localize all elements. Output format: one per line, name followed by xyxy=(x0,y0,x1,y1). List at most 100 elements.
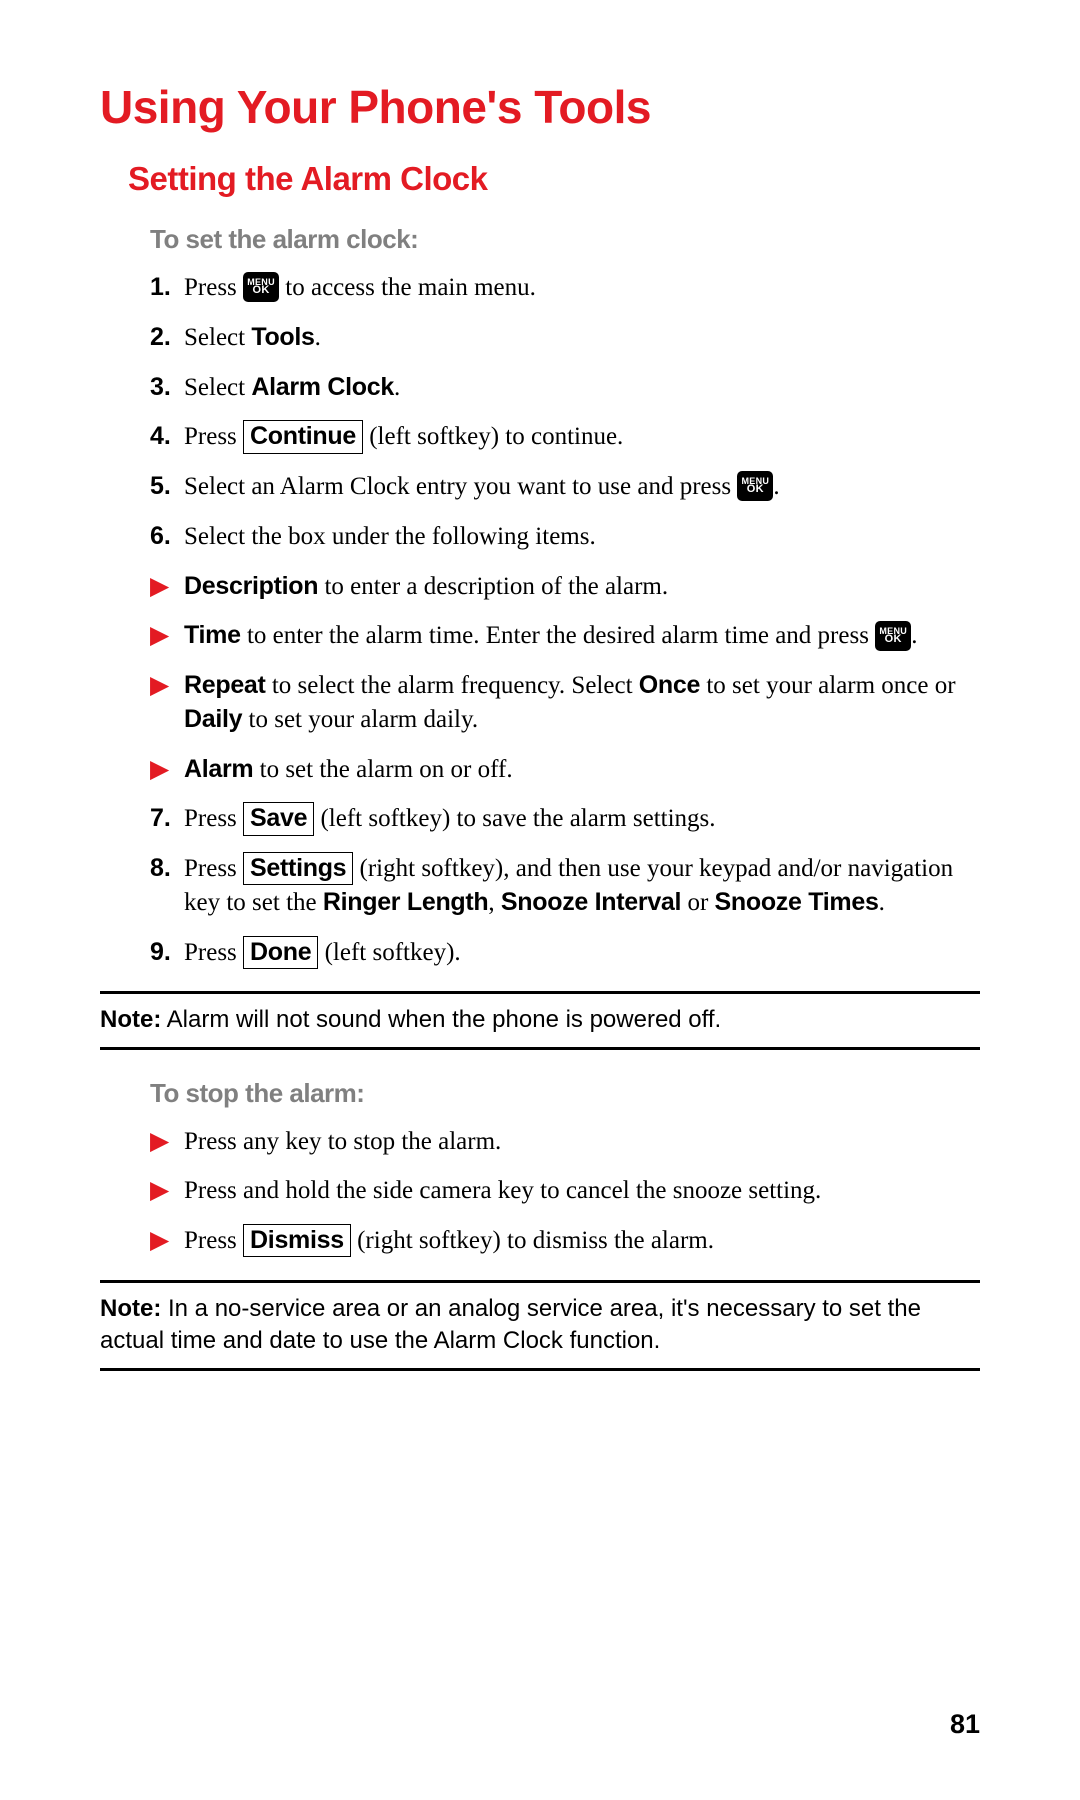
step-number: 2. xyxy=(150,321,184,355)
triangle-bullet-icon: ▶ xyxy=(150,1224,184,1258)
softkey-settings: Settings xyxy=(243,852,353,885)
text-fragment: Select xyxy=(184,324,251,351)
text-fragment: Press xyxy=(184,939,243,966)
step-2: 2. Select Tools. xyxy=(150,321,980,355)
note-no-service: Note: In a no-service area or an analog … xyxy=(100,1280,980,1371)
triangle-bullet-icon: ▶ xyxy=(150,570,184,604)
triangle-bullet-icon: ▶ xyxy=(150,753,184,787)
bold-term: Time xyxy=(184,621,241,649)
step-text: Select the box under the following items… xyxy=(184,520,596,554)
step-number: 5. xyxy=(150,470,184,504)
text-fragment: (left softkey) to save the alarm setting… xyxy=(314,805,715,832)
triangle-bullet-icon: ▶ xyxy=(150,1174,184,1208)
step-7: 7. Press Save (left softkey) to save the… xyxy=(150,802,980,836)
text-fragment: Press xyxy=(184,274,243,301)
menu-ok-key-icon: MENUOK xyxy=(243,272,279,302)
step-text: Press Continue (left softkey) to continu… xyxy=(184,420,623,454)
bullet-text: Alarm to set the alarm on or off. xyxy=(184,753,513,787)
softkey-continue: Continue xyxy=(243,420,363,453)
note-label: Note: xyxy=(100,1006,161,1033)
subheading-set-alarm: To set the alarm clock: xyxy=(150,224,980,255)
text-fragment: Press xyxy=(184,805,243,832)
step-number: 3. xyxy=(150,371,184,405)
text-fragment: to set your alarm once or xyxy=(700,672,955,699)
page-number: 81 xyxy=(950,1709,980,1740)
note-label: Note: xyxy=(100,1295,161,1322)
step-text: Press Done (left softkey). xyxy=(184,936,461,970)
bold-term: Repeat xyxy=(184,671,266,699)
text-fragment: (right softkey) to dismiss the alarm. xyxy=(351,1227,714,1254)
text-fragment: . xyxy=(911,622,917,649)
step-5: 5. Select an Alarm Clock entry you want … xyxy=(150,470,980,504)
bullet-text: Repeat to select the alarm frequency. Se… xyxy=(184,669,980,737)
step-text: Press Settings (right softkey), and then… xyxy=(184,852,980,920)
stop-bullet-dismiss: ▶ Press Dismiss (right softkey) to dismi… xyxy=(150,1224,980,1258)
page-title: Using Your Phone's Tools xyxy=(100,80,980,134)
step-text: Select Alarm Clock. xyxy=(184,371,400,405)
text-fragment: , xyxy=(488,889,501,916)
bold-term: Alarm Clock xyxy=(251,373,394,401)
step-number: 9. xyxy=(150,936,184,970)
softkey-dismiss: Dismiss xyxy=(243,1224,351,1257)
bullet-text: Press and hold the side camera key to ca… xyxy=(184,1174,821,1208)
stop-bullet-camera-key: ▶ Press and hold the side camera key to … xyxy=(150,1174,980,1208)
step-number: 7. xyxy=(150,802,184,836)
note-text: Alarm will not sound when the phone is p… xyxy=(161,1006,721,1033)
stop-bullet-anykey: ▶ Press any key to stop the alarm. xyxy=(150,1125,980,1159)
bullet-description: ▶ Description to enter a description of … xyxy=(150,570,980,604)
text-fragment: Press xyxy=(184,423,243,450)
numbered-steps: 1. Press MENUOK to access the main menu.… xyxy=(150,271,980,969)
text-fragment: (left softkey). xyxy=(318,939,460,966)
step-9: 9. Press Done (left softkey). xyxy=(150,936,980,970)
step-4: 4. Press Continue (left softkey) to cont… xyxy=(150,420,980,454)
bold-term: Ringer Length xyxy=(323,888,489,916)
text-fragment: to enter the alarm time. Enter the desir… xyxy=(241,622,876,649)
text-fragment: to set your alarm daily. xyxy=(242,706,478,733)
section-heading: Setting the Alarm Clock xyxy=(128,160,980,198)
text-fragment: Select an Alarm Clock entry you want to … xyxy=(184,473,737,500)
bullet-repeat: ▶ Repeat to select the alarm frequency. … xyxy=(150,669,980,737)
bold-term: Daily xyxy=(184,705,242,733)
text-fragment: Press xyxy=(184,855,243,882)
bold-term: Once xyxy=(639,671,700,699)
bullet-alarm: ▶ Alarm to set the alarm on or off. xyxy=(150,753,980,787)
step-8: 8. Press Settings (right softkey), and t… xyxy=(150,852,980,920)
text-fragment: to set the alarm on or off. xyxy=(253,756,512,783)
triangle-bullet-icon: ▶ xyxy=(150,669,184,703)
softkey-done: Done xyxy=(243,936,318,969)
triangle-bullet-icon: ▶ xyxy=(150,1125,184,1159)
bold-term: Tools xyxy=(251,323,314,351)
text-fragment: to access the main menu. xyxy=(279,274,536,301)
step-text: Press Save (left softkey) to save the al… xyxy=(184,802,716,836)
text-fragment: . xyxy=(394,374,400,401)
menu-ok-key-icon: MENUOK xyxy=(737,471,773,501)
softkey-save: Save xyxy=(243,802,314,835)
text-fragment: (left softkey) to continue. xyxy=(363,423,623,450)
triangle-bullet-icon: ▶ xyxy=(150,619,184,653)
step-text: Press MENUOK to access the main menu. xyxy=(184,271,536,305)
bold-term: Snooze Times xyxy=(715,888,879,916)
menu-ok-key-icon: MENUOK xyxy=(875,621,911,651)
step-text: Select an Alarm Clock entry you want to … xyxy=(184,470,780,504)
text-fragment: . xyxy=(879,889,885,916)
step-number: 8. xyxy=(150,852,184,886)
step-3: 3. Select Alarm Clock. xyxy=(150,371,980,405)
note-powered-off: Note: Alarm will not sound when the phon… xyxy=(100,991,980,1049)
bold-term: Snooze Interval xyxy=(501,888,681,916)
step-6: 6. Select the box under the following it… xyxy=(150,520,980,554)
text-fragment: . xyxy=(773,473,779,500)
step-1: 1. Press MENUOK to access the main menu. xyxy=(150,271,980,305)
step-text: Select Tools. xyxy=(184,321,321,355)
text-fragment: to select the alarm frequency. Select xyxy=(266,672,639,699)
note-text: In a no-service area or an analog servic… xyxy=(100,1295,921,1354)
bold-term: Alarm xyxy=(184,755,253,783)
text-fragment: to enter a description of the alarm. xyxy=(318,573,668,600)
text-fragment: Press xyxy=(184,1227,243,1254)
stop-alarm-list: ▶ Press any key to stop the alarm. ▶ Pre… xyxy=(150,1125,980,1258)
step-number: 4. xyxy=(150,420,184,454)
bullet-text: Description to enter a description of th… xyxy=(184,570,668,604)
bullet-time: ▶ Time to enter the alarm time. Enter th… xyxy=(150,619,980,653)
text-fragment: Select xyxy=(184,374,251,401)
bullet-text: Time to enter the alarm time. Enter the … xyxy=(184,619,917,653)
step-number: 6. xyxy=(150,520,184,554)
